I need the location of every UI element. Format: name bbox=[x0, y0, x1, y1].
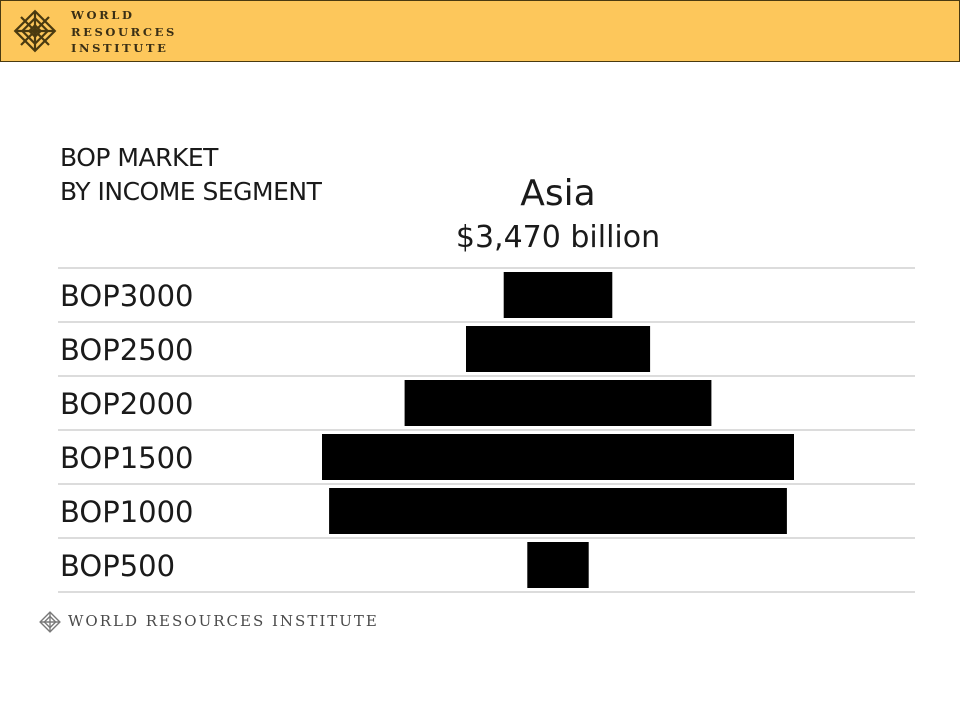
category-label-bop1500: BOP1500 bbox=[60, 441, 194, 475]
region-name: Asia bbox=[520, 173, 596, 214]
chart-title-line-1: BOP MARKET bbox=[60, 143, 218, 172]
bar-bop2500 bbox=[466, 326, 651, 372]
category-label-bop1000: BOP1000 bbox=[60, 495, 194, 529]
bar-bop1000 bbox=[329, 488, 787, 534]
wri-knot-logo-icon bbox=[39, 611, 61, 633]
bar-bop500 bbox=[527, 542, 589, 588]
header-org-line-1: WORLD bbox=[71, 8, 135, 22]
chart-title-line-2: BY INCOME SEGMENT bbox=[60, 177, 322, 206]
header-bar: WORLD RESOURCES INSTITUTE bbox=[0, 0, 960, 62]
category-label-bop3000: BOP3000 bbox=[60, 279, 194, 313]
bar-bop2000 bbox=[404, 380, 712, 426]
region-total: $3,470 billion bbox=[455, 220, 661, 255]
bar-bop3000 bbox=[503, 272, 613, 318]
header-org-name: WORLD RESOURCES INSTITUTE bbox=[71, 7, 177, 57]
header-org-line-2: RESOURCES bbox=[71, 24, 177, 39]
footer-org-name: WORLD RESOURCES INSTITUTE bbox=[68, 612, 379, 630]
header-org-line-3: INSTITUTE bbox=[71, 41, 169, 55]
chart-title: BOP MARKET BY INCOME SEGMENT bbox=[60, 141, 322, 209]
category-label-bop2000: BOP2000 bbox=[60, 387, 194, 421]
category-label-bop2500: BOP2500 bbox=[60, 333, 194, 367]
category-label-bop500: BOP500 bbox=[60, 549, 175, 583]
wri-knot-logo-icon bbox=[13, 9, 57, 53]
bar-bop1500 bbox=[322, 434, 794, 480]
